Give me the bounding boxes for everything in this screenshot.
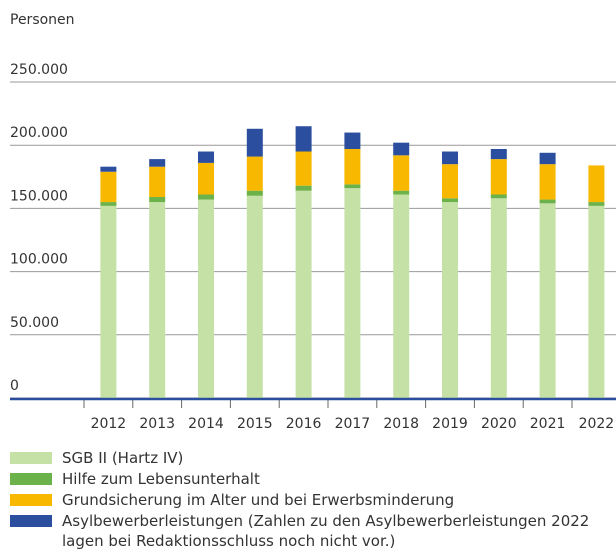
bar-segment <box>198 162 214 195</box>
bar-segment <box>490 194 507 199</box>
bar-segment <box>100 166 117 172</box>
bar-segment <box>539 199 556 204</box>
y-tick-label: 50.000 <box>10 315 59 331</box>
x-tick-label: 2012 <box>91 416 127 432</box>
x-tick-label: 2014 <box>188 416 224 432</box>
legend-label: Grundsicherung im Alter und bei Erwerbsm… <box>62 491 455 509</box>
bar-segment <box>198 194 214 200</box>
bar-segment <box>198 199 214 398</box>
y-tick-label: 200.000 <box>10 125 68 141</box>
bar-segment <box>246 128 263 157</box>
legend-swatch <box>10 515 52 527</box>
bar-segment <box>100 205 117 398</box>
bar-segment <box>539 152 556 165</box>
y-tick-label: 100.000 <box>10 252 68 268</box>
bar-segment <box>246 156 263 191</box>
bar-segment <box>442 164 458 199</box>
bar-segment <box>295 185 312 191</box>
bar-segment <box>198 151 214 163</box>
bar-segment <box>344 132 361 149</box>
bar-segment <box>246 195 263 398</box>
bar-segment <box>246 190 263 196</box>
bar-segment <box>539 203 556 398</box>
chart: Personen 0 50.000 100.000 150.000 200.000 250… <box>10 12 616 432</box>
y-axis-label: Personen <box>10 12 75 28</box>
bar-segment <box>393 155 410 191</box>
bar-segment <box>539 164 556 200</box>
legend-item: Hilfe zum Lebensunterhalt <box>10 469 610 489</box>
bar-segment <box>149 197 166 203</box>
legend: SGB II (Hartz IV) Hilfe zum Lebensunterha… <box>10 448 610 552</box>
x-tick-label: 2022 <box>579 416 615 432</box>
y-tick-label: 150.000 <box>10 188 68 204</box>
bar-segment <box>295 126 312 152</box>
x-tick-label: 2015 <box>237 416 273 432</box>
bar-segment <box>588 205 605 398</box>
bar-segment <box>295 151 312 186</box>
legend-item: Asylbewerberleistungen (Zahlen zu den As… <box>10 511 610 551</box>
legend-label: Hilfe zum Lebensunterhalt <box>62 470 260 488</box>
bar-segment <box>149 159 166 167</box>
bar-segment <box>344 148 361 185</box>
bar-segment <box>490 159 507 195</box>
bar-segment <box>100 171 117 203</box>
y-tick-label: 250.000 <box>10 62 68 78</box>
x-tick-label: 2018 <box>383 416 419 432</box>
bar-segment <box>100 202 117 206</box>
bar-segment <box>490 198 507 398</box>
bar-segment <box>442 202 458 398</box>
bar-segment <box>344 188 361 398</box>
x-tick-label: 2020 <box>481 416 517 432</box>
legend-label: Asylbewerberleistungen (Zahlen zu den As… <box>62 512 590 550</box>
bar-segment <box>393 190 410 195</box>
bar-segment <box>442 151 458 165</box>
legend-swatch <box>10 452 52 464</box>
bar-segment <box>149 166 166 198</box>
bar-segment <box>344 184 361 189</box>
legend-item: Grundsicherung im Alter und bei Erwerbsm… <box>10 490 610 510</box>
bar-segment <box>588 165 605 203</box>
legend-swatch <box>10 473 52 485</box>
legend-swatch <box>10 494 52 506</box>
x-tick-label: 2013 <box>139 416 175 432</box>
x-tick-label: 2021 <box>530 416 566 432</box>
legend-label: SGB II (Hartz IV) <box>62 449 184 467</box>
y-tick-label: 0 <box>10 378 19 394</box>
x-tick-label: 2016 <box>286 416 322 432</box>
bar-segment <box>393 194 410 398</box>
bar-segment <box>295 190 312 398</box>
bar-segment <box>442 198 458 203</box>
legend-item: SGB II (Hartz IV) <box>10 448 610 468</box>
bar-segment <box>149 202 166 398</box>
x-tick-label: 2019 <box>432 416 468 432</box>
bar-segment <box>393 142 410 156</box>
bar-segment <box>588 202 605 206</box>
x-tick-label: 2017 <box>335 416 371 432</box>
bar-segment <box>490 148 507 160</box>
